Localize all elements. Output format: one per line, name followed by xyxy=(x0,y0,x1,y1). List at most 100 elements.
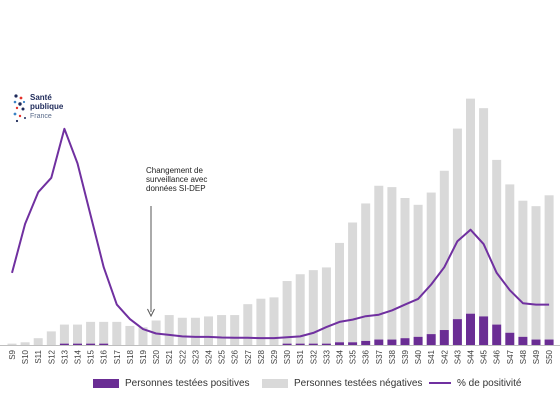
bar-positives-S36 xyxy=(361,340,371,345)
legend-item-positives: Personnes testées positives xyxy=(93,376,250,390)
bar-negatives-S25 xyxy=(217,315,227,345)
bar-negatives-S26 xyxy=(230,315,240,345)
bar-negatives-S39 xyxy=(400,198,410,339)
bar-negatives-S16 xyxy=(99,321,109,344)
bar-negatives-S44 xyxy=(466,98,475,314)
x-tick-label-S45: S45 xyxy=(480,349,489,364)
bar-negatives-S14 xyxy=(73,324,82,344)
x-tick-label-S42: S42 xyxy=(440,349,449,364)
x-tick-label-S14: S14 xyxy=(74,349,83,364)
bar-positives-S40 xyxy=(413,336,423,345)
bar-negatives-S35 xyxy=(348,222,358,343)
legend-label-positives: Personnes testées positives xyxy=(125,377,250,389)
bar-negatives-S12 xyxy=(46,331,56,345)
bar-positives-S16 xyxy=(99,343,109,345)
x-tick-label-S12: S12 xyxy=(47,349,56,364)
bar-negatives-S10 xyxy=(20,342,30,345)
bar-positives-S44 xyxy=(466,313,475,345)
bar-positives-S47 xyxy=(505,332,515,345)
bar-positives-S15 xyxy=(86,343,96,345)
bar-positives-S38 xyxy=(387,339,397,345)
bar-positives-S46 xyxy=(492,324,502,345)
bar-positives-S37 xyxy=(374,339,384,345)
x-tick-label-S30: S30 xyxy=(283,349,292,364)
bar-positives-S50 xyxy=(544,339,554,345)
legend-label-positivity: % de positivité xyxy=(457,377,522,389)
x-tick-label-S17: S17 xyxy=(113,349,122,364)
x-tick-label-S37: S37 xyxy=(375,349,384,364)
legend-item-negatives: Personnes testées négatives xyxy=(262,376,422,390)
bar-positives-S43 xyxy=(452,319,462,345)
bar-positives-S14 xyxy=(73,343,82,345)
x-tick-label-S34: S34 xyxy=(336,349,345,364)
bar-negatives-S29 xyxy=(269,297,279,345)
bar-negatives-S27 xyxy=(243,304,253,345)
logo-text-publique: publique xyxy=(30,102,64,111)
bar-negatives-S24 xyxy=(204,316,213,345)
x-tick-label-S27: S27 xyxy=(244,349,253,364)
bar-positives-S33 xyxy=(321,343,331,345)
x-tick-label-S26: S26 xyxy=(231,349,240,364)
legend-swatch-negatives xyxy=(262,378,288,388)
x-tick-label-S25: S25 xyxy=(218,349,227,364)
bar-negatives-S33 xyxy=(321,267,331,344)
x-tick-label-S11: S11 xyxy=(34,349,43,363)
bar-negatives-S48 xyxy=(518,200,528,337)
bar-negatives-S45 xyxy=(479,108,489,317)
annotation-arrow-head xyxy=(147,308,155,318)
logo-dots-icon xyxy=(13,94,26,123)
x-tick-label-S38: S38 xyxy=(388,349,397,364)
legend-label-negatives: Personnes testées négatives xyxy=(294,377,423,389)
sante-publique-france-logo: Santé publique France xyxy=(13,93,73,127)
bar-negatives-S36 xyxy=(361,203,371,341)
x-tick-label-S18: S18 xyxy=(126,349,135,364)
bar-positives-S31 xyxy=(295,343,305,345)
x-tick-label-S29: S29 xyxy=(270,349,279,364)
x-tick-label-S24: S24 xyxy=(205,349,214,364)
x-tick-label-S33: S33 xyxy=(322,349,331,364)
x-tick-label-S31: S31 xyxy=(296,349,305,364)
x-tick-label-S40: S40 xyxy=(414,349,423,364)
x-tick-label-S44: S44 xyxy=(467,349,476,364)
legend-swatch-positives xyxy=(93,378,119,388)
x-tick-label-S15: S15 xyxy=(87,349,96,364)
x-tick-label-S35: S35 xyxy=(349,349,358,364)
bar-negatives-S28 xyxy=(256,298,266,345)
bar-negatives-S47 xyxy=(505,184,515,333)
bar-negatives-S38 xyxy=(387,187,397,340)
x-tick-label-S19: S19 xyxy=(139,349,148,364)
bar-positives-S34 xyxy=(335,342,344,345)
x-tick-label-S47: S47 xyxy=(506,349,515,364)
bar-positives-S42 xyxy=(439,330,449,345)
legend-item-positivity: % de positivité xyxy=(429,376,521,390)
x-tick-label-S13: S13 xyxy=(60,349,69,364)
bar-negatives-S15 xyxy=(86,321,96,344)
bar-positives-S41 xyxy=(426,334,436,345)
bar-positives-S32 xyxy=(308,343,318,345)
bar-negatives-S40 xyxy=(413,204,423,337)
bar-positives-S48 xyxy=(518,336,528,345)
bar-negatives-S11 xyxy=(33,338,43,345)
bar-negatives-S23 xyxy=(190,317,200,345)
x-tick-label-S21: S21 xyxy=(165,349,174,364)
x-tick-label-S48: S48 xyxy=(519,349,528,364)
annotation-surveillance-change: Changement de surveillance avec données … xyxy=(146,166,208,193)
bar-negatives-S22 xyxy=(177,317,187,345)
x-tick-label-S46: S46 xyxy=(493,349,502,364)
bar-negatives-S43 xyxy=(452,128,462,320)
bar-negatives-S50 xyxy=(544,195,554,340)
bar-negatives-S37 xyxy=(374,185,384,340)
x-tick-label-S22: S22 xyxy=(178,349,187,364)
bar-negatives-S49 xyxy=(531,206,541,340)
bar-negatives-S30 xyxy=(282,281,292,344)
x-tick-label-S9: S9 xyxy=(8,349,17,359)
x-tick-label-S41: S41 xyxy=(427,349,436,364)
legend: Personnes testées positives Personnes te… xyxy=(0,376,560,392)
x-tick-label-S16: S16 xyxy=(100,349,109,364)
bar-negatives-S46 xyxy=(492,159,502,325)
bar-positives-S35 xyxy=(348,342,358,345)
x-tick-label-S36: S36 xyxy=(362,349,371,364)
x-tick-label-S10: S10 xyxy=(21,349,30,364)
bar-negatives-S42 xyxy=(439,170,449,331)
